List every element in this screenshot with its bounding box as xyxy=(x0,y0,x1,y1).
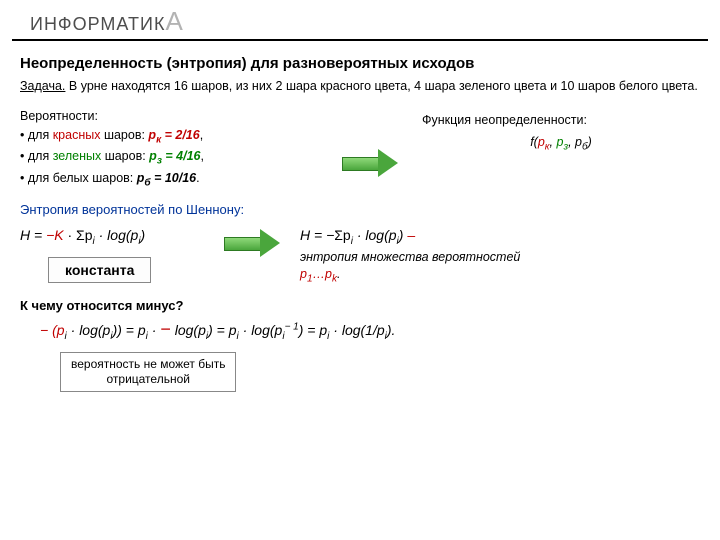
prob-white: • для белых шаров: pб = 10/16. xyxy=(20,169,320,191)
t: H = xyxy=(20,227,46,243)
prob-heading: Вероятности: xyxy=(20,107,320,126)
t: · Σp xyxy=(64,227,93,243)
t: log(p xyxy=(171,322,206,338)
t: шаров: xyxy=(89,171,137,185)
t: к xyxy=(545,141,550,152)
shannon-row: H = −K · Σpi · log(pi) константа H = −Σp… xyxy=(20,227,700,284)
equation: − (pi · log(pi)) = pi · − log(pi) = pi ·… xyxy=(40,319,700,342)
t: шаров: xyxy=(101,149,149,163)
t: f( xyxy=(530,135,538,149)
arrow-1 xyxy=(336,107,406,190)
t: ) = p xyxy=(208,322,236,338)
arrow-icon xyxy=(342,149,400,177)
t: ) xyxy=(141,227,146,243)
t: …p xyxy=(313,267,332,281)
t: шаров: xyxy=(100,128,148,142)
red-word: красных xyxy=(53,128,101,142)
shannon-right: H = −Σpi · log(pi) – энтропия множества … xyxy=(300,227,700,284)
prob-right: Функция неопределенности: f(pк, pз, pб) xyxy=(422,107,700,190)
neg-prob-box: вероятность не может быть отрицательной xyxy=(60,352,236,392)
t: − (p xyxy=(40,322,65,338)
shannon-right-formula: H = −Σpi · log(pi) – xyxy=(300,227,700,247)
t: · log(p xyxy=(67,322,111,338)
t: − 1 xyxy=(285,322,299,333)
entropy-note-2: p1…pk. xyxy=(300,267,700,285)
constant-box: константа xyxy=(48,257,151,283)
t: p xyxy=(538,135,545,149)
arrow-2 xyxy=(224,227,286,257)
t: = 10/16 xyxy=(151,171,197,185)
t: p xyxy=(148,128,156,142)
t: p xyxy=(300,267,307,281)
shannon-title: Энтропия вероятностей по Шеннону: xyxy=(20,202,700,217)
brand-a: А xyxy=(165,6,183,36)
header: ИНФОРМАТИКА xyxy=(12,0,708,41)
func-formula: f(pк, pз, pб) xyxy=(422,135,700,153)
t: · log(p xyxy=(239,322,283,338)
t: ). xyxy=(387,322,396,338)
t: – xyxy=(407,227,415,243)
content: Неопределенность (энтропия) для разновер… xyxy=(0,41,720,392)
t: H = xyxy=(300,227,326,243)
question: К чему относится минус? xyxy=(20,298,700,313)
t: )) = p xyxy=(113,322,146,338)
shannon-left: H = −K · Σpi · log(pi) константа xyxy=(20,227,210,283)
task-text: В урне находятся 16 шаров, из них 2 шара… xyxy=(69,79,698,93)
prob-green: • для зеленых шаров: pз = 4/16, xyxy=(20,147,320,169)
t: вероятность не может быть xyxy=(71,357,225,372)
brand: ИНФОРМАТИКА xyxy=(30,14,184,34)
shannon-left-formula: H = −K · Σpi · log(pi) xyxy=(20,227,210,247)
t: K xyxy=(54,227,63,243)
t: = 2/16 xyxy=(161,128,200,142)
entropy-note-1: энтропия множества вероятностей xyxy=(300,250,700,264)
t: · xyxy=(148,322,160,338)
t: Σp xyxy=(334,227,350,243)
t: ) xyxy=(588,135,592,149)
t: для xyxy=(28,149,53,163)
white-word: белых xyxy=(53,171,89,185)
prob-left: Вероятности: • для красных шаров: pк = 2… xyxy=(20,107,320,190)
t: для xyxy=(28,171,53,185)
t: ) = p xyxy=(299,322,327,338)
green-word: зеленых xyxy=(53,149,102,163)
t: з xyxy=(563,141,568,152)
task-block: Задача. В урне находятся 16 шаров, из ни… xyxy=(20,78,700,95)
t: p xyxy=(149,149,157,163)
brand-text: ИНФОРМАТИК xyxy=(30,14,165,34)
t: для xyxy=(28,128,53,142)
t: = 4/16 xyxy=(162,149,201,163)
arrow-icon xyxy=(224,229,282,257)
t: · log(p xyxy=(95,227,139,243)
page-title: Неопределенность (энтропия) для разновер… xyxy=(20,55,700,72)
t: · log(p xyxy=(353,227,397,243)
t: − xyxy=(160,319,171,339)
t: . xyxy=(337,267,340,281)
func-label: Функция неопределенности: xyxy=(422,113,700,127)
prob-red: • для красных шаров: pк = 2/16, xyxy=(20,126,320,148)
task-label: Задача. xyxy=(20,79,65,93)
t: отрицательной xyxy=(71,372,225,387)
prob-row: Вероятности: • для красных шаров: pк = 2… xyxy=(20,107,700,190)
t: · log(1/p xyxy=(329,322,384,338)
t: p xyxy=(575,135,582,149)
